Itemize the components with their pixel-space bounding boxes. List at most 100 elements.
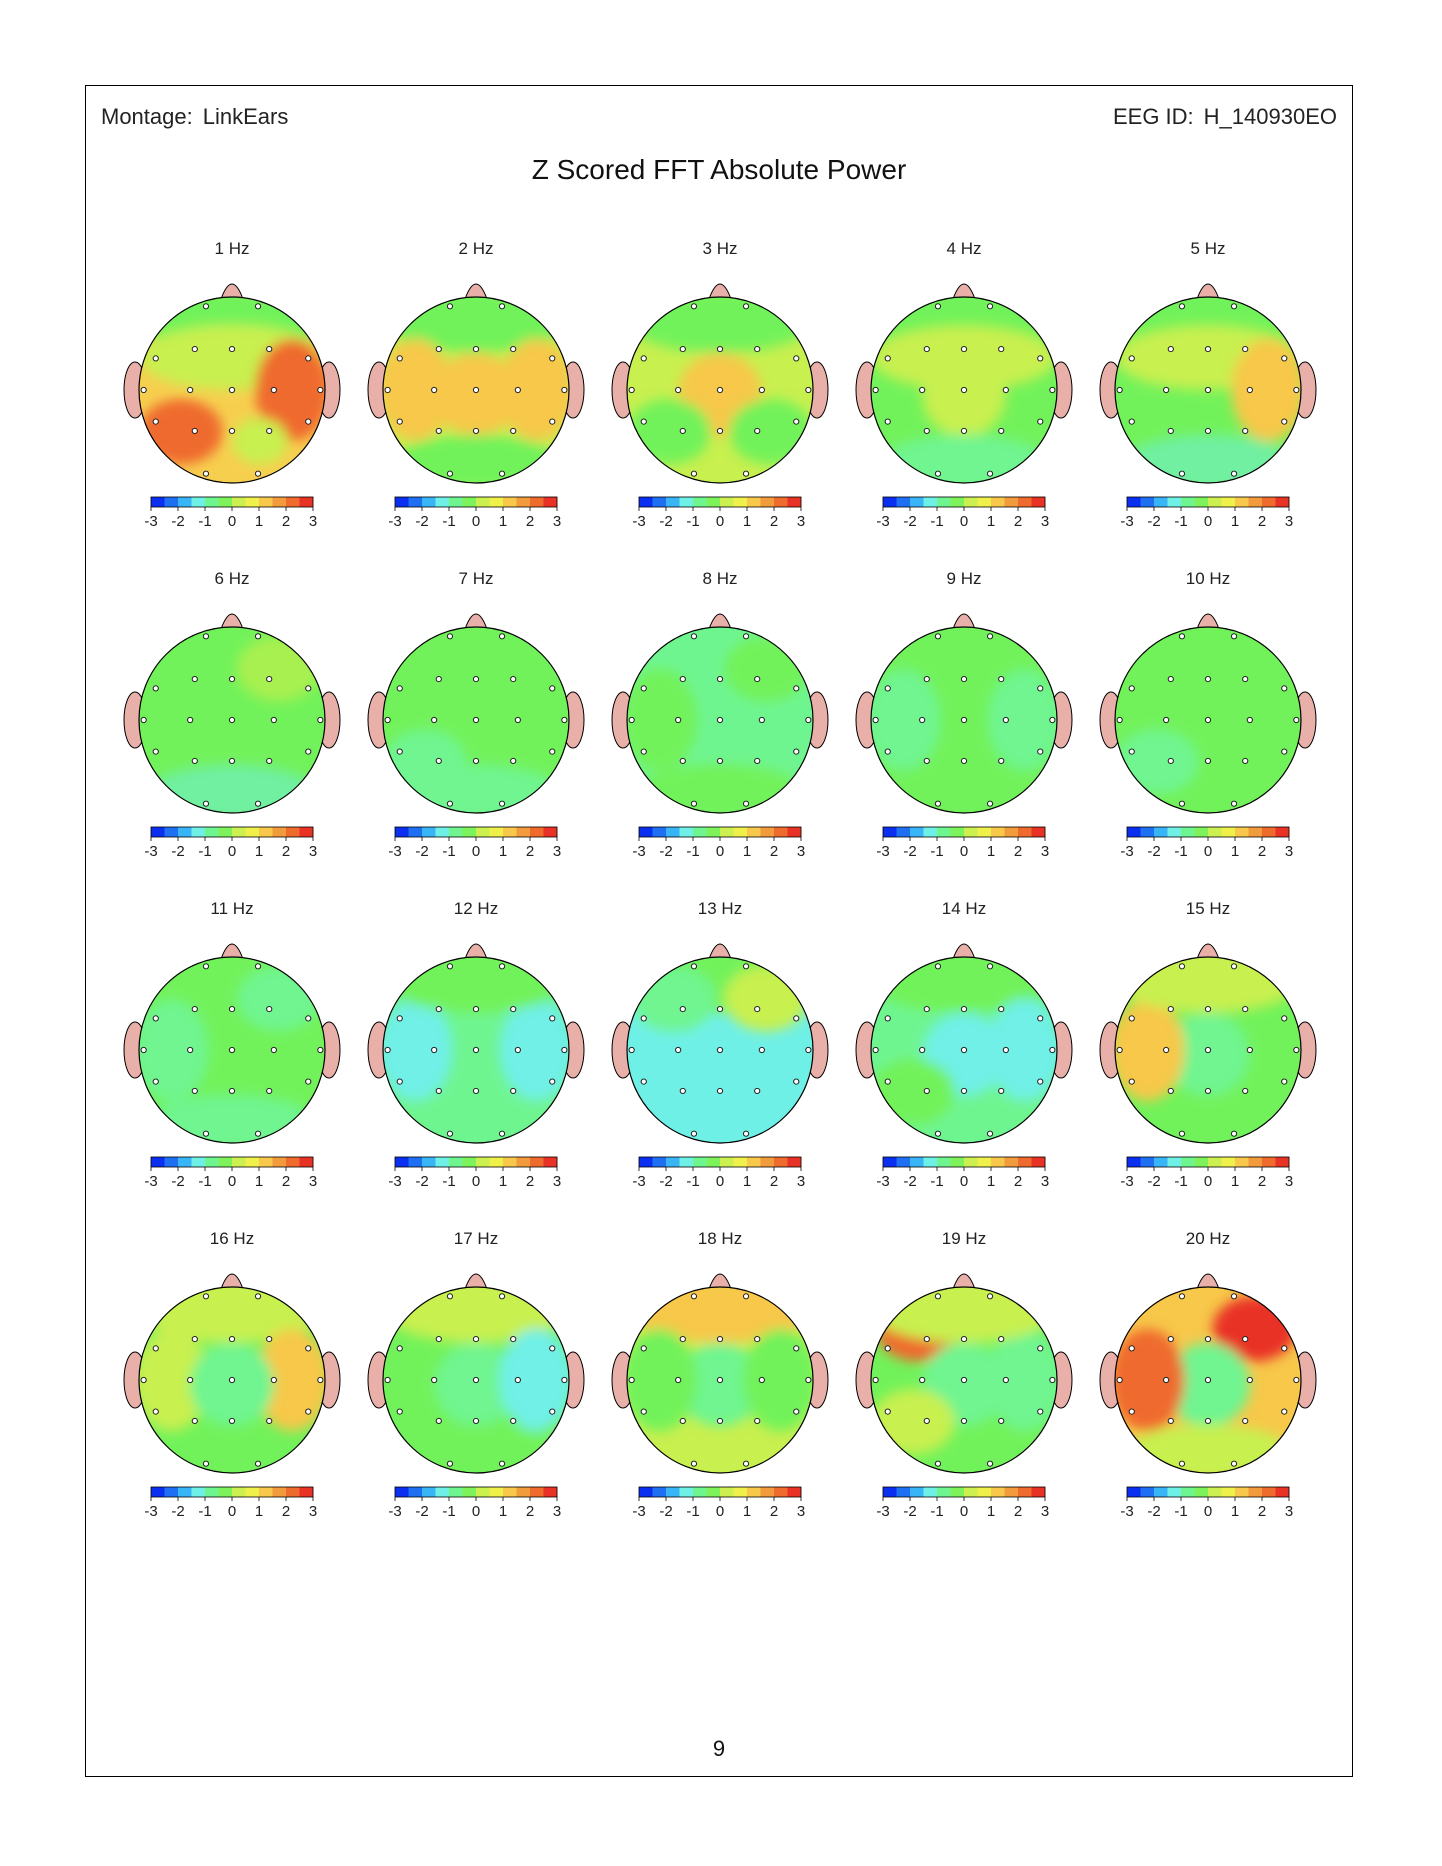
electrode-marker [305,355,312,362]
colorbar-tick-label: -1 [686,1173,699,1190]
colorbar-segment [1221,1157,1236,1167]
colorbar-tick-label: 0 [472,1173,480,1190]
electrode-marker [270,386,277,394]
colorbar-segment [639,1157,653,1167]
colorbar-segment [1194,1487,1209,1497]
electrode-marker [934,963,942,970]
colorbar-segment [1127,497,1141,507]
colorbar-tick-label: 3 [1285,513,1293,530]
colorbar-segment [1221,1487,1236,1497]
colorbar-segment [1140,827,1155,837]
electrode-marker [140,1046,147,1054]
colorbar-segment [1194,1157,1209,1167]
colorbar-segment [1140,1487,1155,1497]
electrode-marker [191,1087,198,1095]
electrode-marker [1242,1005,1249,1013]
electrode-marker [435,1417,442,1425]
electrode-marker [754,1335,761,1343]
electrode-marker [1178,303,1186,310]
head-outline [138,956,326,1144]
electrode-marker [998,1087,1005,1095]
colorbar-tick-label: 2 [526,843,534,860]
electrode-marker [202,633,210,640]
colorbar-tick-label: 2 [282,1173,290,1190]
colorbar-segment [299,1157,314,1167]
colorbar-segment [950,1157,965,1167]
colorbar-segment [1262,1487,1276,1497]
electrode-marker [986,1293,994,1300]
colorbar-segment [1167,497,1182,507]
electrode-marker [152,685,159,692]
map-label: 14 Hz [942,899,986,918]
colorbar-segment [720,1487,734,1497]
electrode-marker [679,1005,686,1013]
colorbar-tick-label: 2 [1258,1503,1266,1520]
colorbar-segment [1167,1157,1182,1167]
electrode-marker [1002,1046,1009,1054]
electrode-marker [396,1078,403,1085]
colorbar-tick-label: 0 [472,843,480,860]
colorbar-segment [489,1157,504,1167]
colorbar-segment [1140,497,1155,507]
activity-blob [678,1342,762,1427]
colorbar-segment [286,1157,300,1167]
colorbar-segment [543,1157,558,1167]
electrode-marker [640,1408,647,1415]
electrode-marker [510,345,517,353]
colorbar-tick-label: -2 [903,843,916,860]
colorbar-segment [706,497,721,507]
colorbar-tick-label: -2 [1147,1173,1160,1190]
electrode-marker [498,1293,506,1300]
electrode-marker [998,675,1005,683]
colorbar-tick-label: 1 [255,1503,263,1520]
colorbar-segment [639,497,653,507]
colorbar-segment [977,1157,992,1167]
colorbar-tick-label: -1 [686,1503,699,1520]
electrode-marker [254,633,262,640]
electrode-marker [754,427,761,435]
colorbar-segment [462,827,477,837]
colorbar-segment [245,497,260,507]
electrode-marker [628,1046,635,1054]
electrode-marker [675,1046,682,1054]
activity-blob [871,1389,955,1455]
electrode-marker [317,716,324,724]
colorbar-segment [774,827,788,837]
colorbar-segment [1248,1487,1263,1497]
electrode-marker [1037,1345,1044,1352]
electrode-marker [1178,800,1186,807]
colorbar-segment [774,1487,788,1497]
electrode-marker [1242,427,1249,435]
electrode-marker [446,963,454,970]
electrode-marker [1293,1376,1300,1384]
colorbar-segment [408,827,423,837]
electrode-marker [435,757,442,765]
electrode-marker [1002,716,1009,724]
electrode-marker [202,1460,210,1467]
colorbar-segment [937,1487,951,1497]
colorbar-segment [964,1487,978,1497]
electrode-marker [1204,757,1212,765]
colorbar-segment [910,1487,924,1497]
activity-blob [1115,1328,1185,1432]
colorbar-tick-label: -3 [876,513,889,530]
electrode-marker [716,1005,724,1013]
electrode-marker [1230,1460,1238,1467]
colorbar-tick-label: -2 [415,1173,428,1190]
electrode-marker [549,1015,556,1022]
electrode-marker [228,1087,236,1095]
electrode-marker [919,716,926,724]
electrode-marker [514,716,521,724]
colorbar-segment [232,1157,246,1167]
colorbar-segment [1140,1157,1155,1167]
activity-blob [236,966,321,1032]
montage-value: LinkEars [202,104,289,129]
electrode-marker [960,1335,968,1343]
electrode-marker [923,345,930,353]
electrode-marker [884,1078,891,1085]
electrode-marker [679,345,686,353]
activity-blob [987,1328,1057,1432]
electrode-marker [742,1130,750,1137]
colorbar-segment [489,827,504,837]
colorbar-tick-label: -2 [903,513,916,530]
